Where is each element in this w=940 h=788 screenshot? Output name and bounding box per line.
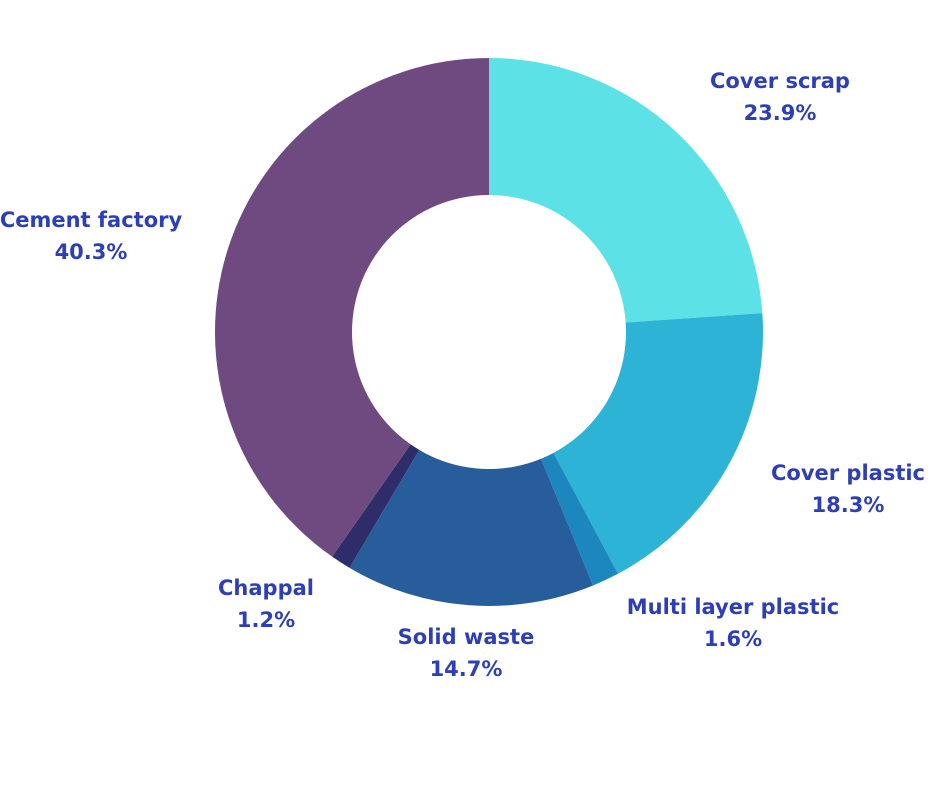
slice-value-label: 18.3%: [812, 493, 885, 517]
slice-value-label: 23.9%: [744, 101, 817, 125]
donut-hole: [352, 195, 626, 469]
slice-name-label: Cover scrap: [710, 69, 850, 93]
slice-name-label: Solid waste: [398, 625, 535, 649]
slice-solid-waste: [349, 332, 594, 606]
slice-value-label: 40.3%: [55, 240, 128, 264]
slice-value-label: 1.2%: [237, 608, 295, 632]
slice-value-label: 1.6%: [704, 627, 762, 651]
slice-labels: Cover scrap 23.9% Cover plastic 18.3% Multi …: [0, 69, 925, 681]
slice-name-label: Multi layer plastic: [627, 595, 840, 619]
slice-value-label: 14.7%: [430, 657, 503, 681]
slice-cement-factory: [214, 57, 489, 557]
slice-name-label: Cement factory: [0, 208, 182, 232]
slice-name-label: Cover plastic: [771, 461, 925, 485]
slice-name-label: Chappal: [218, 576, 314, 600]
